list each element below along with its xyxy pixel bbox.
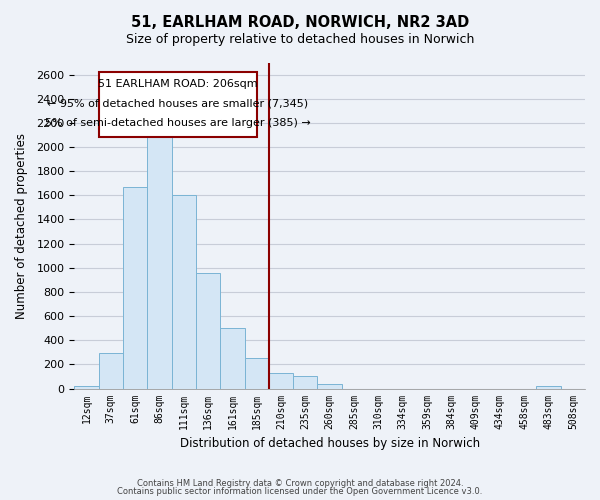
Bar bbox=[269, 373, 293, 388]
Text: Contains HM Land Registry data © Crown copyright and database right 2024.: Contains HM Land Registry data © Crown c… bbox=[137, 478, 463, 488]
Text: 51, EARLHAM ROAD, NORWICH, NR2 3AD: 51, EARLHAM ROAD, NORWICH, NR2 3AD bbox=[131, 15, 469, 30]
Bar bbox=[536, 386, 560, 388]
Bar bbox=[123, 187, 147, 388]
Y-axis label: Number of detached properties: Number of detached properties bbox=[15, 132, 28, 318]
Bar bbox=[317, 384, 342, 388]
Bar bbox=[74, 386, 98, 388]
Text: Contains public sector information licensed under the Open Government Licence v3: Contains public sector information licen… bbox=[118, 487, 482, 496]
Bar bbox=[196, 272, 220, 388]
Bar bbox=[98, 353, 123, 388]
Bar bbox=[220, 328, 245, 388]
Text: 5% of semi-detached houses are larger (385) →: 5% of semi-detached houses are larger (3… bbox=[45, 118, 311, 128]
Bar bbox=[293, 376, 317, 388]
Bar bbox=[172, 196, 196, 388]
X-axis label: Distribution of detached houses by size in Norwich: Distribution of detached houses by size … bbox=[179, 437, 480, 450]
FancyBboxPatch shape bbox=[98, 72, 257, 138]
Bar bbox=[147, 132, 172, 388]
Text: 51 EARLHAM ROAD: 206sqm: 51 EARLHAM ROAD: 206sqm bbox=[98, 80, 257, 90]
Bar bbox=[245, 358, 269, 388]
Text: Size of property relative to detached houses in Norwich: Size of property relative to detached ho… bbox=[126, 32, 474, 46]
Text: ← 95% of detached houses are smaller (7,345): ← 95% of detached houses are smaller (7,… bbox=[47, 98, 308, 108]
